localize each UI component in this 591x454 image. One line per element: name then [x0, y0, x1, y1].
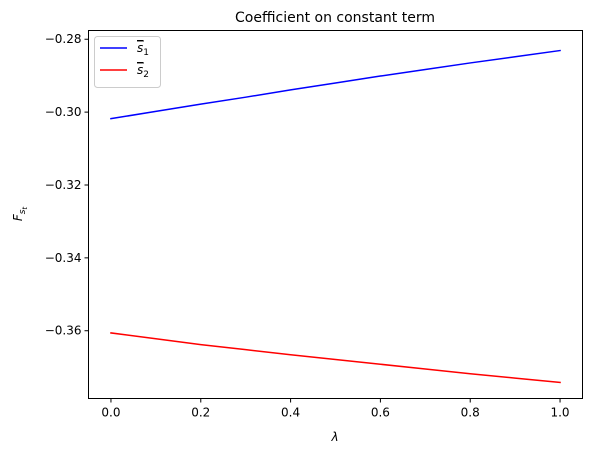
- y-axis-label-sub: s: [18, 209, 28, 214]
- series-line-2: [110, 332, 561, 384]
- plot-area: [88, 30, 583, 399]
- x-axis-label: λ: [330, 430, 338, 444]
- x-tick-label: 1.0: [550, 406, 569, 420]
- series-layer: [110, 49, 561, 384]
- plot-frame: [88, 30, 583, 399]
- legend-box: [94, 36, 161, 88]
- x-axis-ticks: 0.0 0.2 0.4 0.6 0.8 1.0: [101, 398, 570, 420]
- legend-label-2: s2: [137, 63, 149, 80]
- legend-label-1: s1: [137, 41, 149, 58]
- x-tick-label: 0.8: [461, 406, 480, 420]
- x-tick-label: 0.2: [191, 406, 210, 420]
- y-tick-label: −0.28: [45, 32, 82, 46]
- y-axis-label-subsub: t: [21, 207, 29, 210]
- y-axis-label-base: F: [11, 213, 25, 221]
- x-tick-label: 0.6: [371, 406, 390, 420]
- chart-title: Coefficient on constant term: [235, 10, 435, 26]
- y-axis-ticks: −0.28 −0.30 −0.32 −0.34 −0.36: [45, 32, 89, 338]
- series-line-1: [110, 49, 561, 120]
- y-tick-label: −0.34: [45, 251, 82, 265]
- x-tick-label: 0.0: [101, 406, 120, 420]
- y-tick-label: −0.36: [45, 324, 82, 338]
- y-tick-label: −0.30: [45, 105, 82, 119]
- y-axis-label: Fst: [11, 207, 29, 222]
- y-tick-label: −0.32: [45, 178, 82, 192]
- x-tick-label: 0.4: [281, 406, 300, 420]
